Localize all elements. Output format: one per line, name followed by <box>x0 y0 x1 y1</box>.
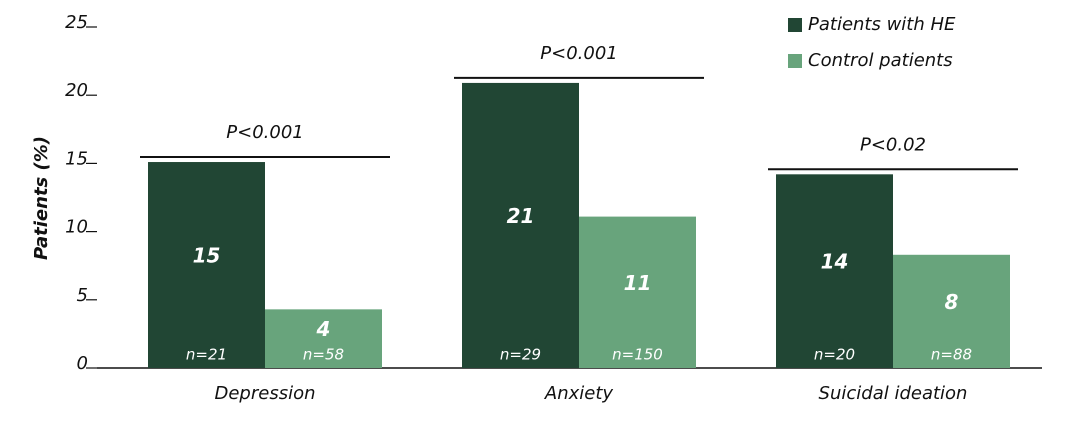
bar <box>148 162 265 368</box>
x-tick-label: Suicidal ideation <box>819 383 968 404</box>
value-label: 15 <box>193 244 221 268</box>
sample-label: n=88 <box>931 346 972 364</box>
legend-swatch <box>788 54 802 68</box>
y-tick-label: 0 <box>77 353 88 374</box>
value-label: 11 <box>624 271 652 295</box>
legend-label: Control patients <box>808 50 953 71</box>
sample-label: n=20 <box>814 346 855 364</box>
bar <box>776 174 893 368</box>
legend-swatch <box>788 18 802 32</box>
significance-label: P<0.02 <box>860 134 926 155</box>
y-tick-label: 10 <box>65 217 88 238</box>
x-tick-label: Depression <box>214 383 315 404</box>
y-tick-label: 25 <box>65 12 88 33</box>
y-tick-label: 15 <box>65 148 88 169</box>
value-label: 21 <box>507 204 535 228</box>
significance-label: P<0.001 <box>226 122 303 143</box>
y-tick-label: 5 <box>77 285 88 306</box>
bar <box>265 309 382 368</box>
significance-label: P<0.001 <box>540 43 617 64</box>
sample-label: n=29 <box>500 346 541 364</box>
value-label: 4 <box>316 317 331 341</box>
bar <box>462 82 579 368</box>
x-tick-label: Anxiety <box>544 383 614 404</box>
sample-label: n=58 <box>303 346 344 364</box>
legend-label: Patients with HE <box>808 14 956 35</box>
value-label: 14 <box>821 250 849 274</box>
y-tick-label: 20 <box>65 80 88 101</box>
bar <box>579 216 696 368</box>
y-axis-label: Patients (%) <box>31 136 52 260</box>
sample-label: n=21 <box>186 346 227 364</box>
bar <box>893 254 1010 368</box>
value-label: 8 <box>945 290 959 314</box>
sample-label: n=150 <box>612 346 663 364</box>
